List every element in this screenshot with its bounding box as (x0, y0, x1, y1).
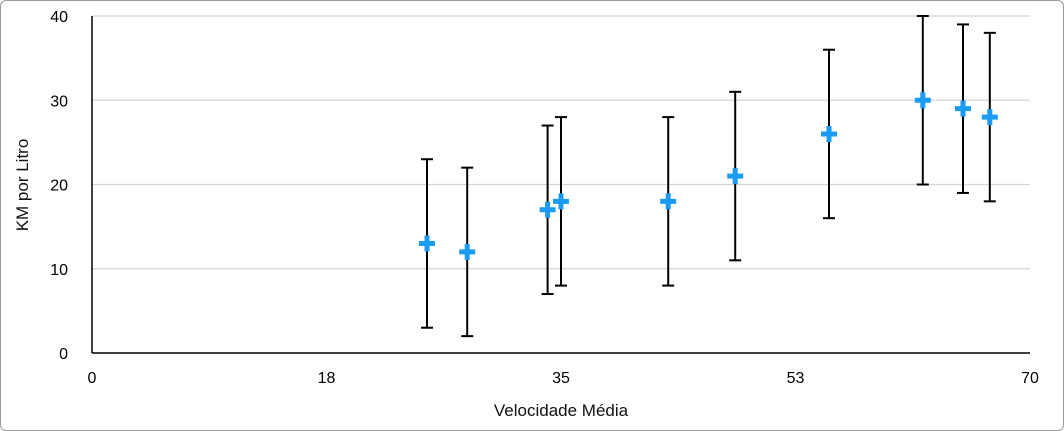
plus-marker (660, 193, 677, 210)
y-tick-label: 20 (50, 178, 68, 195)
data-point (914, 15, 931, 186)
data-point (553, 116, 569, 287)
x-tick-label: 70 (1021, 370, 1039, 387)
data-point (955, 23, 971, 194)
x-tick-label: 0 (88, 370, 97, 387)
plus-marker (727, 168, 744, 185)
y-tick-label: 10 (50, 262, 68, 279)
data-point (660, 116, 677, 287)
plus-marker (914, 92, 931, 109)
plus-marker (459, 243, 476, 260)
plus-marker (539, 201, 556, 218)
plus-marker (553, 193, 569, 210)
x-tick-label: 53 (787, 370, 805, 387)
data-point (459, 166, 476, 338)
data-points (419, 15, 998, 338)
data-point (727, 90, 744, 262)
plus-marker (955, 100, 971, 117)
data-point (821, 48, 837, 220)
plus-marker (419, 235, 435, 252)
plus-marker (821, 125, 837, 142)
y-tick-label: 40 (50, 9, 68, 26)
plus-marker (981, 109, 998, 126)
x-tick-label: 18 (318, 370, 336, 387)
x-tick-label: 35 (552, 370, 570, 387)
y-axis-label: KM por Litro (13, 139, 32, 232)
data-point (419, 158, 435, 329)
y-tick-label: 0 (59, 346, 68, 363)
x-axis-label: Velocidade Média (494, 401, 629, 420)
y-tick-label: 30 (50, 93, 68, 110)
data-point (981, 31, 998, 203)
axes (91, 16, 1030, 354)
tick-labels: 0 10 20 30 40 0 18 35 53 70 (50, 9, 1039, 387)
data-point (539, 124, 556, 296)
